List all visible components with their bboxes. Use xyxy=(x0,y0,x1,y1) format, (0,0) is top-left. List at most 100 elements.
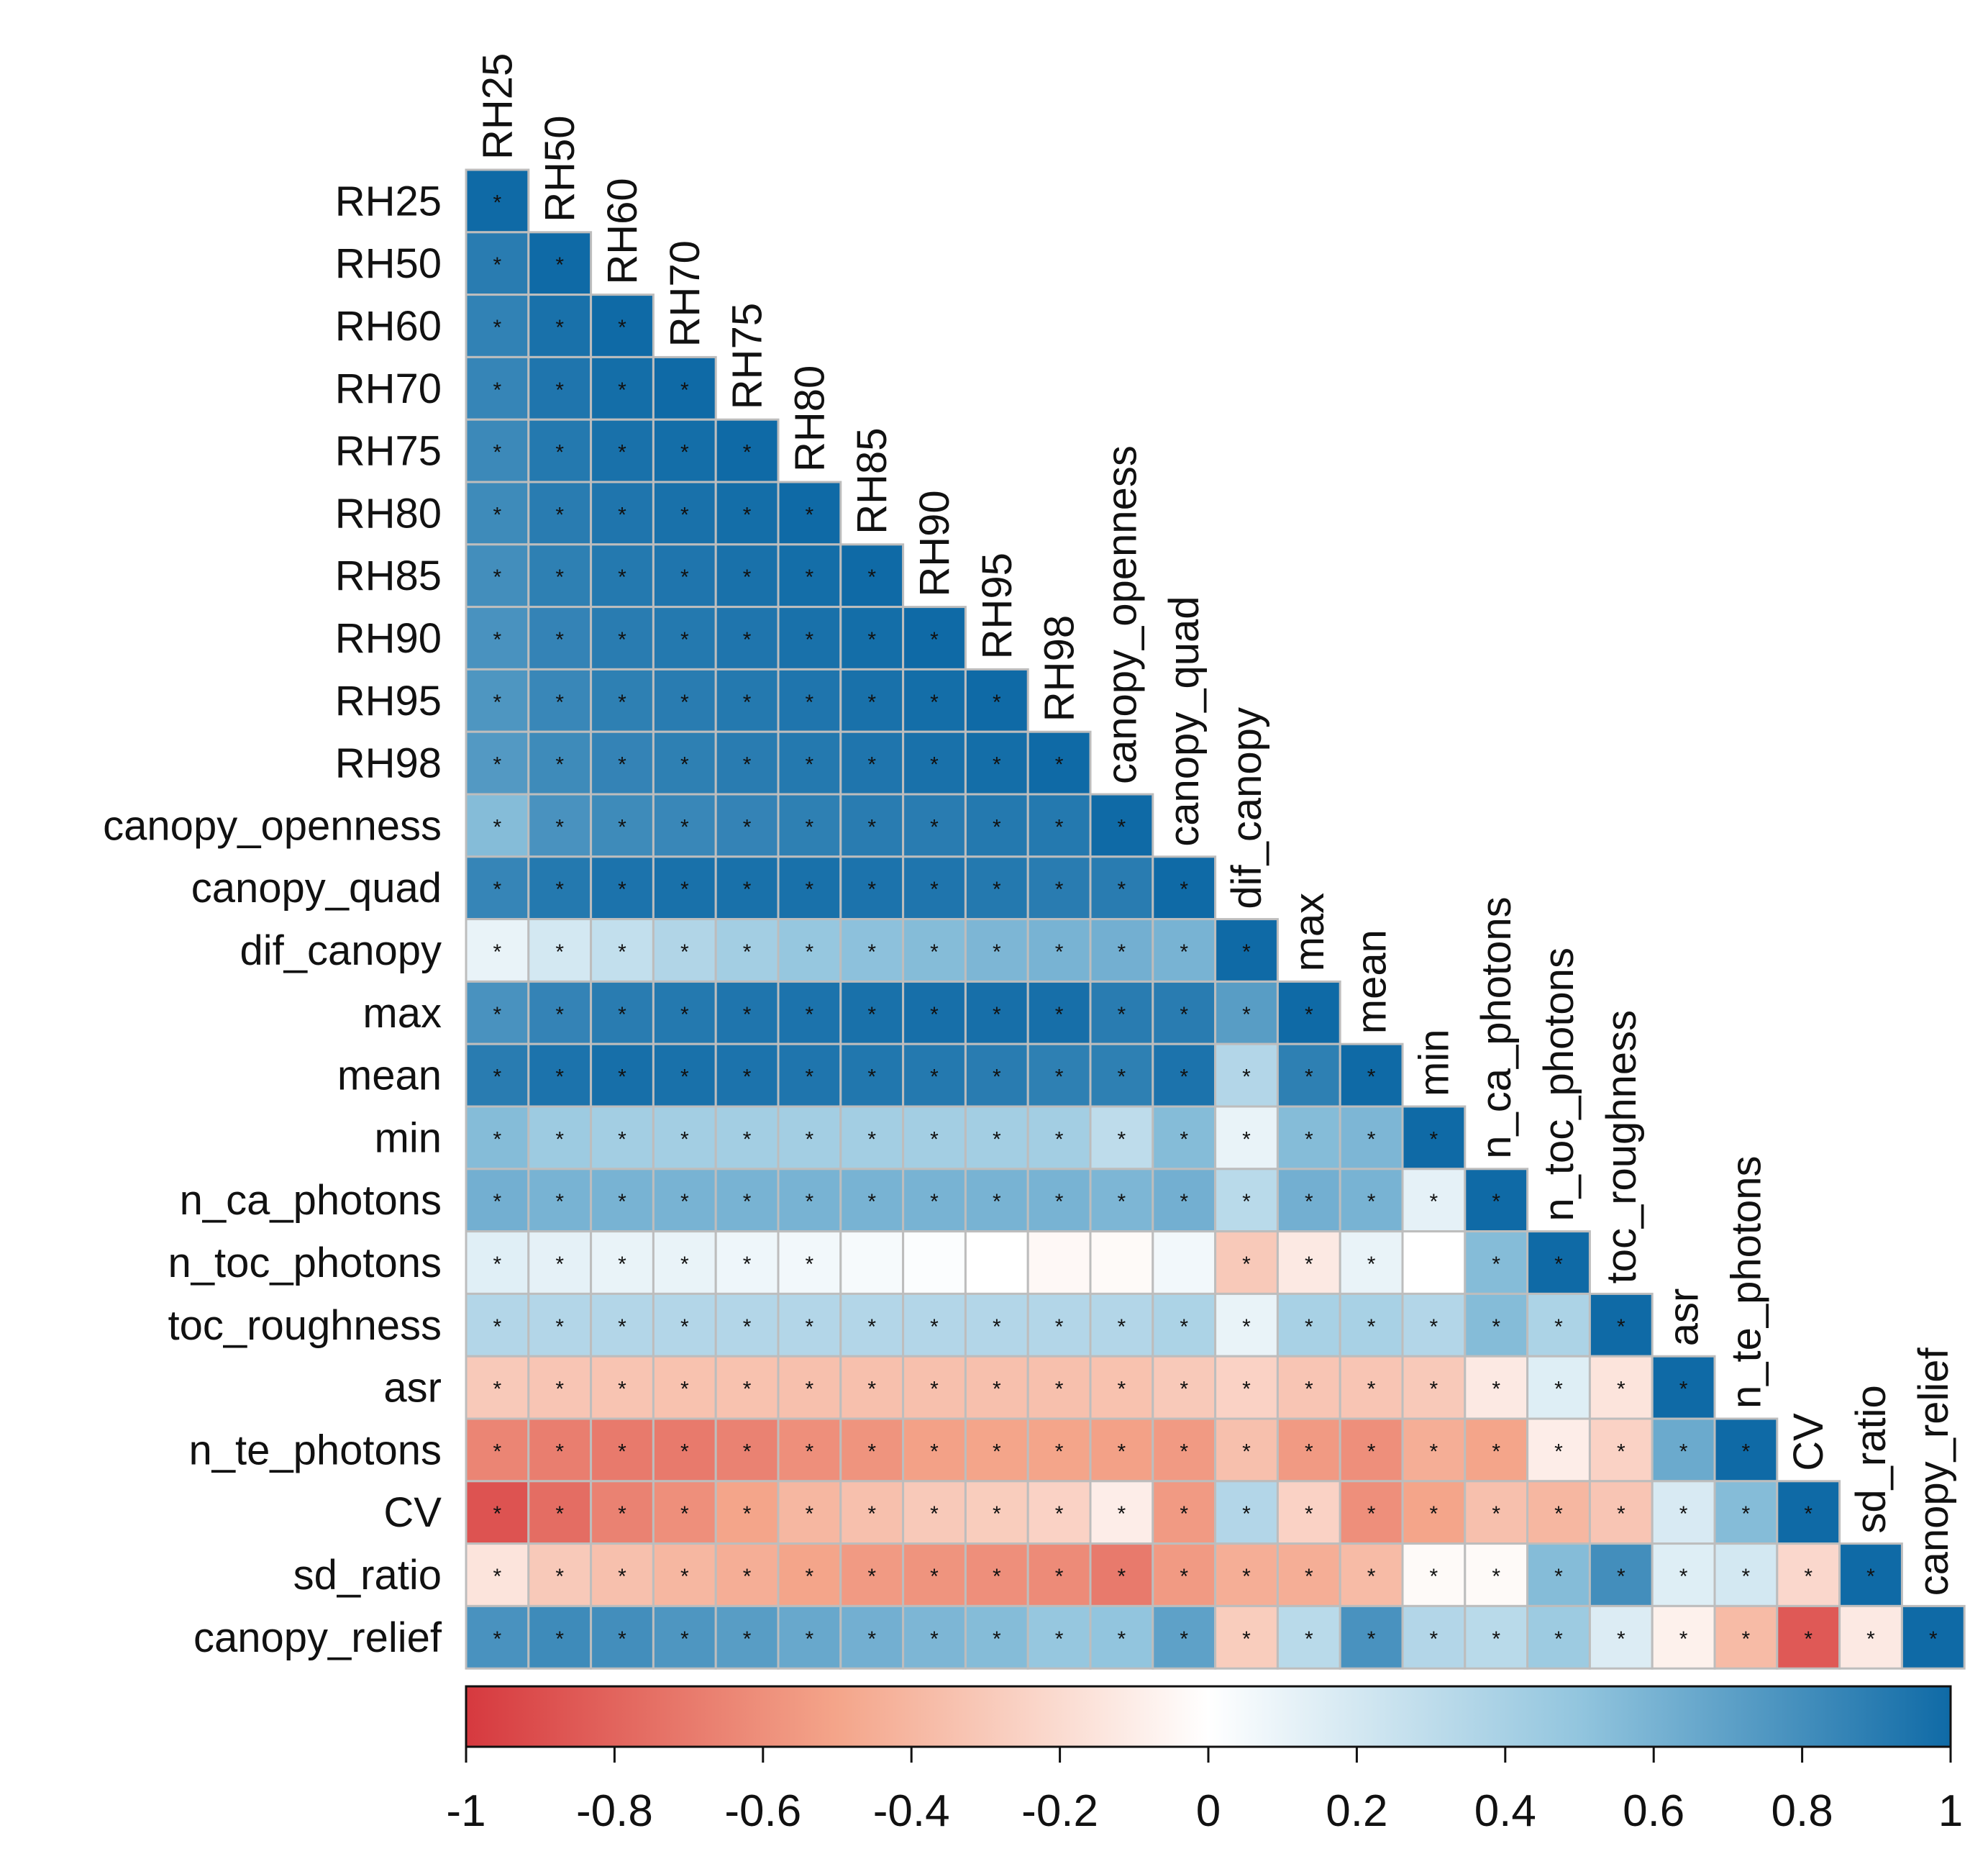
cell-mean-RH98 xyxy=(1026,1042,1092,1108)
cell-canopy_relief-RH60 xyxy=(590,1604,655,1670)
cell-canopy_openness-RH25 xyxy=(465,793,530,858)
significance-marker: * xyxy=(1242,1502,1251,1526)
significance-marker: * xyxy=(1554,1378,1563,1401)
significance-marker: * xyxy=(1679,1627,1688,1651)
significance-marker: * xyxy=(493,1315,502,1339)
row-label-n_te_photons: n_te_photons xyxy=(188,1427,442,1473)
significance-marker: * xyxy=(1742,1440,1751,1463)
significance-marker: * xyxy=(1055,815,1064,839)
cell-max-RH70 xyxy=(652,980,717,1045)
cell-n_ca_photons-canopy_quad xyxy=(1152,1168,1217,1233)
significance-marker: * xyxy=(680,691,689,714)
significance-marker: * xyxy=(1242,1440,1251,1463)
significance-marker: * xyxy=(618,753,626,777)
column-label-asr: asr xyxy=(1661,1288,1707,1347)
column-label-toc_roughness: toc_roughness xyxy=(1598,1010,1645,1283)
significance-marker: * xyxy=(1742,1502,1751,1526)
significance-marker: * xyxy=(993,1502,1001,1526)
cell-min-RH90 xyxy=(902,1105,967,1171)
significance-marker: * xyxy=(743,503,752,527)
cell-n_ca_photons-dif_canopy xyxy=(1214,1168,1279,1233)
colorbar-tick-label: -0.6 xyxy=(724,1786,801,1836)
significance-marker: * xyxy=(867,1440,876,1463)
significance-marker: * xyxy=(806,1315,814,1339)
cell-n_toc_photons-canopy_openness xyxy=(1089,1230,1154,1295)
row-label-dif_canopy: dif_canopy xyxy=(240,927,442,974)
cell-sd_ratio-toc_roughness xyxy=(1588,1542,1654,1607)
row-label-max: max xyxy=(363,990,442,1037)
significance-marker: * xyxy=(930,878,939,901)
significance-marker: * xyxy=(867,1065,876,1089)
cell-RH85-RH80 xyxy=(777,543,842,609)
cell-n_te_photons-toc_roughness xyxy=(1588,1417,1654,1483)
significance-marker: * xyxy=(555,1003,564,1027)
cell-RH70-RH50 xyxy=(527,355,593,421)
significance-marker: * xyxy=(555,691,564,714)
significance-marker: * xyxy=(680,565,689,589)
cell-sd_ratio-mean xyxy=(1339,1542,1404,1607)
cell-toc_roughness-RH70 xyxy=(652,1292,717,1358)
significance-marker: * xyxy=(806,753,814,777)
cell-n_te_photons-RH90 xyxy=(902,1417,967,1483)
row-label-RH25: RH25 xyxy=(335,178,442,224)
cell-dif_canopy-RH98 xyxy=(1026,918,1092,983)
cell-sd_ratio-canopy_openness xyxy=(1089,1542,1154,1607)
cell-toc_roughness-RH95 xyxy=(964,1292,1029,1358)
significance-marker: * xyxy=(1305,1565,1313,1588)
significance-marker: * xyxy=(680,1065,689,1089)
significance-marker: * xyxy=(1804,1627,1813,1651)
row-label-min: min xyxy=(375,1114,442,1161)
significance-marker: * xyxy=(493,1627,502,1651)
cell-RH98-RH75 xyxy=(714,730,780,796)
column-label-RH85: RH85 xyxy=(849,428,895,535)
row-label-asr: asr xyxy=(383,1365,442,1412)
significance-marker: * xyxy=(993,1565,1001,1588)
significance-marker: * xyxy=(618,1627,626,1651)
significance-marker: * xyxy=(1492,1502,1500,1526)
cell-max-RH90 xyxy=(902,980,967,1045)
cell-toc_roughness-mean xyxy=(1339,1292,1404,1358)
significance-marker: * xyxy=(867,1378,876,1401)
significance-marker: * xyxy=(1866,1565,1875,1588)
significance-marker: * xyxy=(806,565,814,589)
cell-n_ca_photons-RH80 xyxy=(777,1168,842,1233)
cell-toc_roughness-n_toc_photons xyxy=(1526,1292,1591,1358)
cell-CV-canopy_quad xyxy=(1152,1480,1217,1545)
significance-marker: * xyxy=(1180,1315,1188,1339)
significance-marker: * xyxy=(618,378,626,402)
significance-marker: * xyxy=(493,1065,502,1089)
significance-marker: * xyxy=(680,503,689,527)
cell-CV-mean xyxy=(1339,1480,1404,1545)
significance-marker: * xyxy=(680,1627,689,1651)
significance-marker: * xyxy=(1242,1627,1251,1651)
significance-marker: * xyxy=(993,940,1001,964)
significance-marker: * xyxy=(806,1065,814,1089)
significance-marker: * xyxy=(1617,1378,1625,1401)
significance-marker: * xyxy=(743,1315,752,1339)
significance-marker: * xyxy=(680,1502,689,1526)
cell-canopy_quad-RH50 xyxy=(527,855,593,921)
significance-marker: * xyxy=(680,1190,689,1214)
significance-marker: * xyxy=(618,1127,626,1151)
significance-marker: * xyxy=(1554,1502,1563,1526)
significance-marker: * xyxy=(1118,1315,1126,1339)
cell-canopy_relief-toc_roughness xyxy=(1588,1604,1654,1670)
colorbar-gradient xyxy=(465,1685,1952,1748)
cell-min-RH95 xyxy=(964,1105,1029,1171)
column-label-max: max xyxy=(1286,893,1333,972)
cell-canopy_relief-RH95 xyxy=(964,1604,1029,1670)
cell-sd_ratio-asr xyxy=(1651,1542,1716,1607)
significance-marker: * xyxy=(1367,1627,1376,1651)
cell-asr-asr xyxy=(1651,1355,1716,1420)
cell-max-RH75 xyxy=(714,980,780,1045)
significance-marker: * xyxy=(1804,1502,1813,1526)
cell-asr-RH80 xyxy=(777,1355,842,1420)
cell-toc_roughness-canopy_quad xyxy=(1152,1292,1217,1358)
significance-marker: * xyxy=(1242,1378,1251,1401)
cell-n_te_photons-canopy_openness xyxy=(1089,1417,1154,1483)
significance-marker: * xyxy=(493,253,502,277)
significance-marker: * xyxy=(1180,940,1188,964)
cell-RH85-RH25 xyxy=(465,543,530,609)
cell-sd_ratio-RH75 xyxy=(714,1542,780,1607)
column-label-RH90: RH90 xyxy=(911,490,958,596)
